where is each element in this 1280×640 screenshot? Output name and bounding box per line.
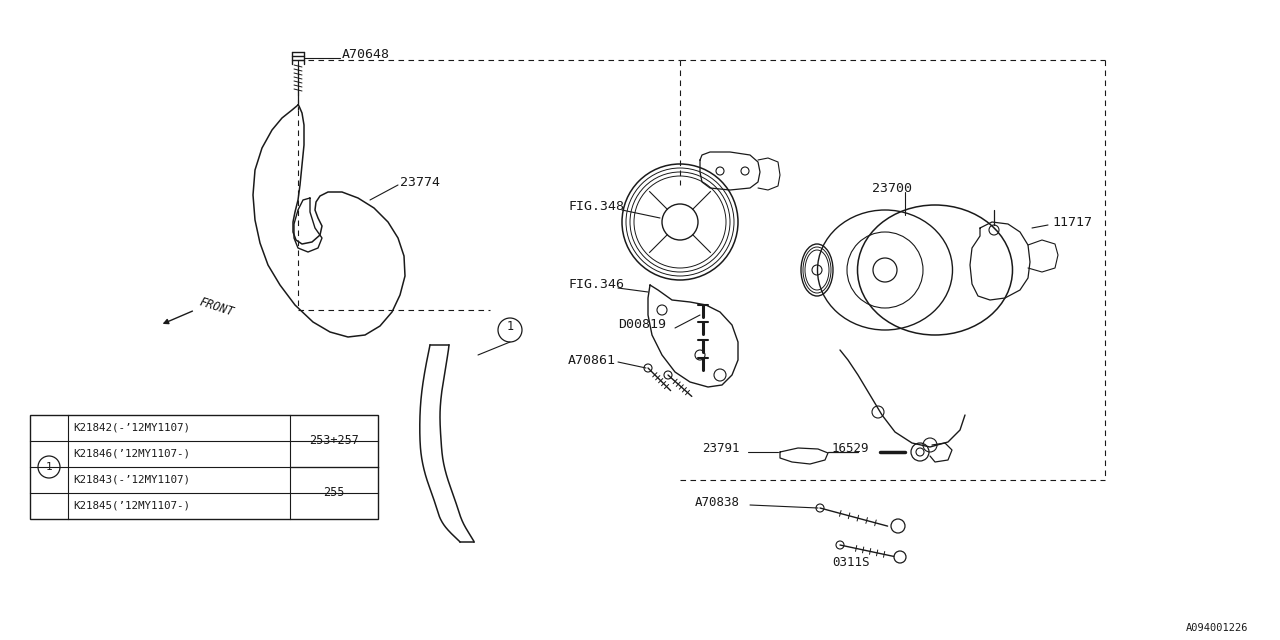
Text: 11717: 11717 [1052,216,1092,228]
Text: 23791: 23791 [701,442,740,456]
Text: 1: 1 [46,462,52,472]
Bar [29,415,378,519]
Text: A70648: A70648 [342,49,390,61]
Text: K21846(’12MY1107-): K21846(’12MY1107-) [73,449,189,459]
Text: 0311S: 0311S [832,556,869,568]
Text: FIG.346: FIG.346 [568,278,625,291]
Text: D00819: D00819 [618,319,666,332]
Text: FRONT: FRONT [198,295,236,319]
Text: K21845(’12MY1107-): K21845(’12MY1107-) [73,501,189,511]
Text: 1: 1 [507,321,513,333]
Text: FIG.348: FIG.348 [568,200,625,214]
Text: 23774: 23774 [399,175,440,189]
Text: A094001226: A094001226 [1185,623,1248,633]
Text: 23700: 23700 [872,182,911,195]
Text: K21843(-’12MY1107): K21843(-’12MY1107) [73,475,189,485]
Text: 253+257: 253+257 [308,435,358,447]
Text: 255: 255 [324,486,344,499]
Text: 16529: 16529 [832,442,869,454]
Text: A70861: A70861 [568,353,616,367]
Text: A70838: A70838 [695,495,740,509]
Text: K21842(-’12MY1107): K21842(-’12MY1107) [73,423,189,433]
